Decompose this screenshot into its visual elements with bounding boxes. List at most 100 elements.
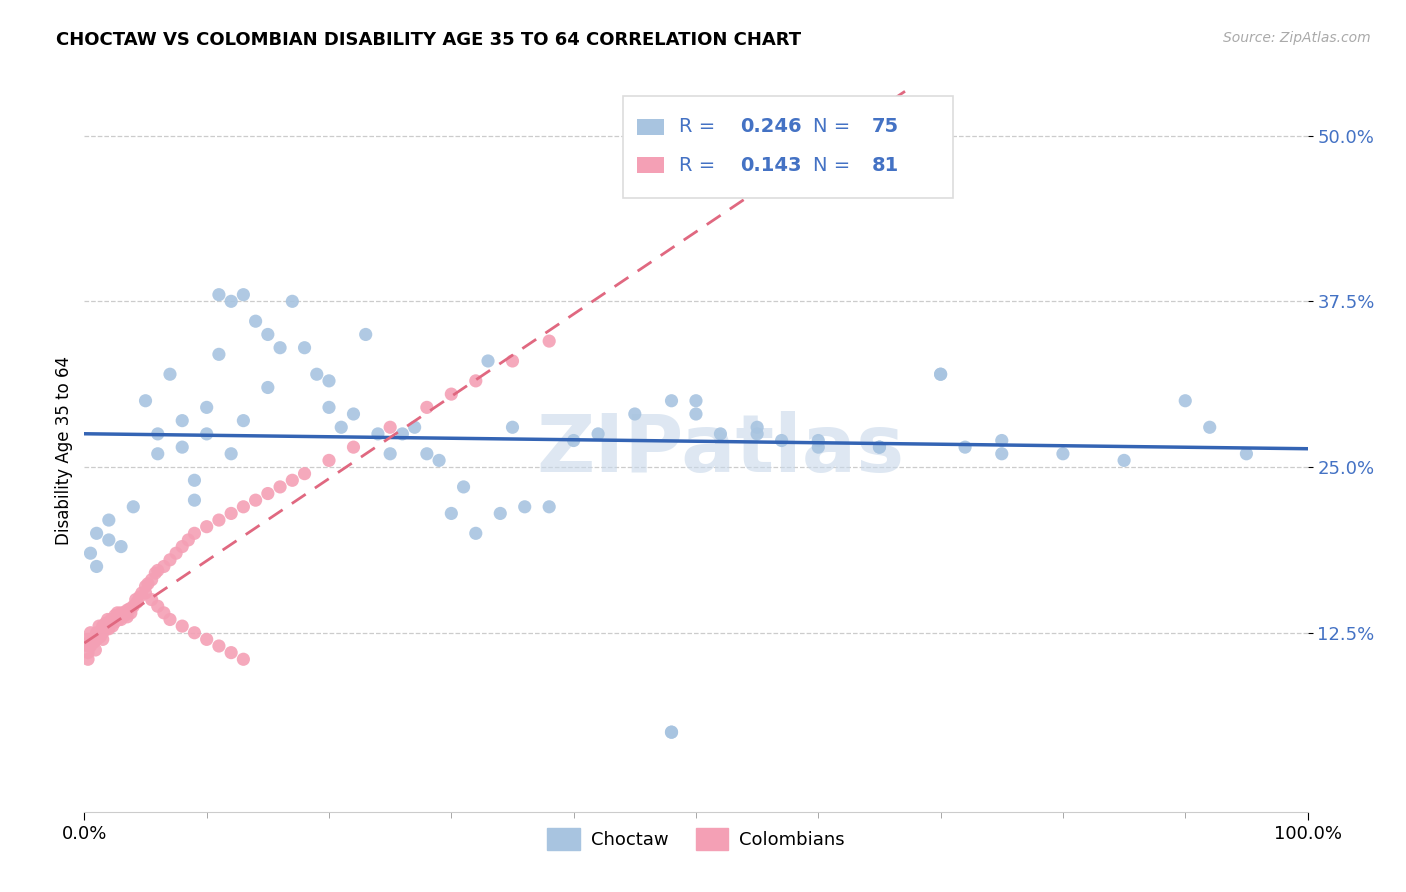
Point — [562, 434, 585, 448]
Point — [294, 467, 316, 481]
Point — [380, 420, 402, 434]
Point — [195, 401, 218, 415]
Point — [97, 513, 120, 527]
Point — [953, 440, 976, 454]
Point — [208, 347, 231, 361]
Text: N =: N = — [814, 155, 856, 175]
Point — [440, 507, 463, 521]
Point — [453, 480, 475, 494]
FancyBboxPatch shape — [637, 119, 664, 135]
Point — [661, 393, 683, 408]
Point — [97, 615, 120, 629]
Point — [770, 434, 793, 448]
Point — [143, 566, 166, 580]
Point — [125, 595, 148, 609]
Point — [141, 573, 163, 587]
Point — [232, 500, 254, 514]
Point — [172, 414, 194, 428]
Point — [86, 625, 108, 640]
Point — [489, 507, 512, 521]
Text: 0.143: 0.143 — [740, 155, 801, 175]
Point — [146, 599, 169, 614]
Point — [84, 643, 107, 657]
Point — [245, 493, 267, 508]
Point — [112, 606, 135, 620]
Point — [281, 294, 304, 309]
Point — [86, 559, 108, 574]
Point — [86, 632, 108, 647]
Point — [440, 387, 463, 401]
Point — [391, 426, 413, 441]
Point — [538, 500, 561, 514]
Point — [104, 608, 127, 623]
Point — [685, 393, 707, 408]
Point — [991, 447, 1014, 461]
Point — [208, 639, 231, 653]
Point — [120, 606, 142, 620]
Point — [219, 447, 242, 461]
Point — [97, 533, 120, 547]
Point — [110, 612, 132, 626]
Point — [380, 447, 402, 461]
FancyBboxPatch shape — [623, 96, 953, 198]
Point — [89, 630, 111, 644]
Point — [502, 420, 524, 434]
Point — [195, 426, 218, 441]
Point — [105, 606, 128, 620]
Point — [172, 440, 194, 454]
Point — [318, 374, 340, 388]
Point — [77, 639, 100, 653]
Point — [114, 608, 136, 623]
Point — [79, 546, 101, 560]
Point — [131, 586, 153, 600]
Point — [79, 639, 101, 653]
Point — [709, 426, 731, 441]
Point — [107, 612, 129, 626]
Point — [807, 434, 830, 448]
Point — [128, 590, 150, 604]
Point — [91, 632, 114, 647]
Point — [101, 619, 124, 633]
Point — [219, 294, 242, 309]
Point — [929, 368, 952, 382]
Point — [96, 622, 118, 636]
Point — [135, 586, 157, 600]
Point — [177, 533, 200, 547]
FancyBboxPatch shape — [637, 157, 664, 173]
Point — [685, 407, 707, 421]
Point — [195, 632, 218, 647]
Point — [538, 334, 561, 348]
Point — [1114, 453, 1136, 467]
Text: R =: R = — [679, 155, 721, 175]
Point — [1198, 420, 1220, 434]
Point — [929, 368, 952, 382]
Point — [257, 380, 280, 394]
Point — [165, 546, 187, 560]
Point — [153, 559, 176, 574]
Point — [257, 486, 280, 500]
Point — [991, 434, 1014, 448]
Point — [1052, 447, 1074, 461]
Text: 75: 75 — [872, 117, 900, 136]
Point — [135, 579, 157, 593]
Point — [342, 407, 364, 421]
Point — [136, 576, 159, 591]
Text: R =: R = — [679, 117, 721, 136]
Point — [661, 725, 683, 739]
Point — [118, 602, 141, 616]
Point — [305, 368, 328, 382]
Point — [869, 440, 891, 454]
Point — [502, 354, 524, 368]
Point — [77, 652, 100, 666]
Point — [513, 500, 536, 514]
Point — [330, 420, 353, 434]
Point — [146, 447, 169, 461]
Point — [294, 341, 316, 355]
Point — [208, 513, 231, 527]
Point — [159, 553, 181, 567]
Point — [153, 606, 176, 620]
Point — [159, 368, 181, 382]
Point — [135, 393, 157, 408]
Point — [77, 632, 100, 647]
Point — [807, 440, 830, 454]
